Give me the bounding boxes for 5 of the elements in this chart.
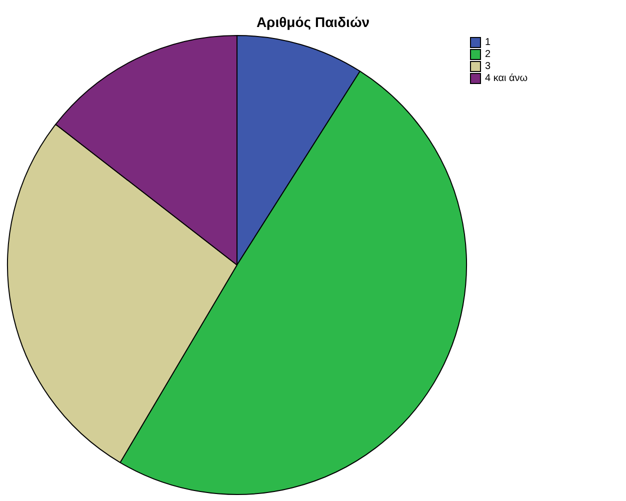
legend-label: 4 και άνω (485, 72, 528, 84)
legend-label: 2 (485, 48, 491, 60)
legend-label: 1 (485, 36, 491, 48)
chart-title: Αριθμός Παιδιών (255, 14, 371, 30)
legend-label: 3 (485, 60, 491, 72)
